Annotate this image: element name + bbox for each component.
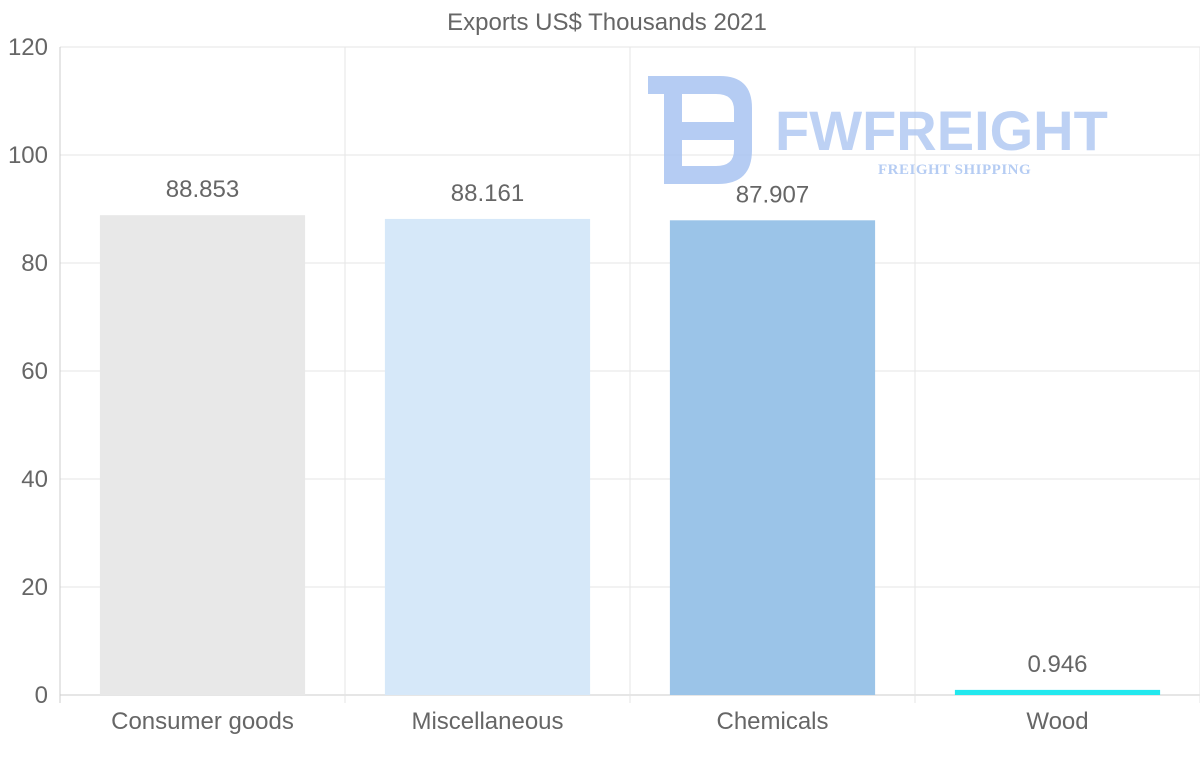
bars xyxy=(99,215,1161,696)
y-tick-label: 40 xyxy=(21,466,48,493)
watermark-brand: FWFREIGHT xyxy=(775,99,1108,162)
data-labels: 88.853 88.161 87.907 0.946 xyxy=(166,176,1088,678)
x-category-label: Wood xyxy=(1026,708,1088,735)
bar xyxy=(99,215,306,696)
bar xyxy=(954,689,1161,695)
bar xyxy=(384,218,591,695)
chart-title: Exports US$ Thousands 2021 xyxy=(447,9,767,36)
watermark-logo-bar xyxy=(664,94,682,184)
y-tick-label: 60 xyxy=(21,358,48,385)
data-label: 88.853 xyxy=(166,176,239,203)
data-label: 0.946 xyxy=(1027,651,1087,678)
y-tick-label: 20 xyxy=(21,574,48,601)
x-category-label: Miscellaneous xyxy=(411,708,563,735)
watermark-logo-mark xyxy=(648,76,752,184)
watermark-tagline: FREIGHT SHIPPING xyxy=(878,162,1031,178)
x-category-label: Chemicals xyxy=(716,708,828,735)
watermark-logo: FWFREIGHT FREIGHT SHIPPING xyxy=(648,76,1108,184)
data-label: 87.907 xyxy=(736,181,809,208)
bar xyxy=(669,220,876,696)
y-tick-label: 120 xyxy=(8,34,48,61)
data-label: 88.161 xyxy=(451,180,524,207)
y-tick-label: 80 xyxy=(21,250,48,277)
y-tick-label: 100 xyxy=(8,142,48,169)
x-category-label: Consumer goods xyxy=(111,708,294,735)
y-tick-label: 0 xyxy=(35,682,48,709)
x-axis-categories: Consumer goods Miscellaneous Chemicals Wood xyxy=(111,708,1089,735)
y-axis-ticks: 0 20 40 60 80 100 120 xyxy=(8,34,48,709)
